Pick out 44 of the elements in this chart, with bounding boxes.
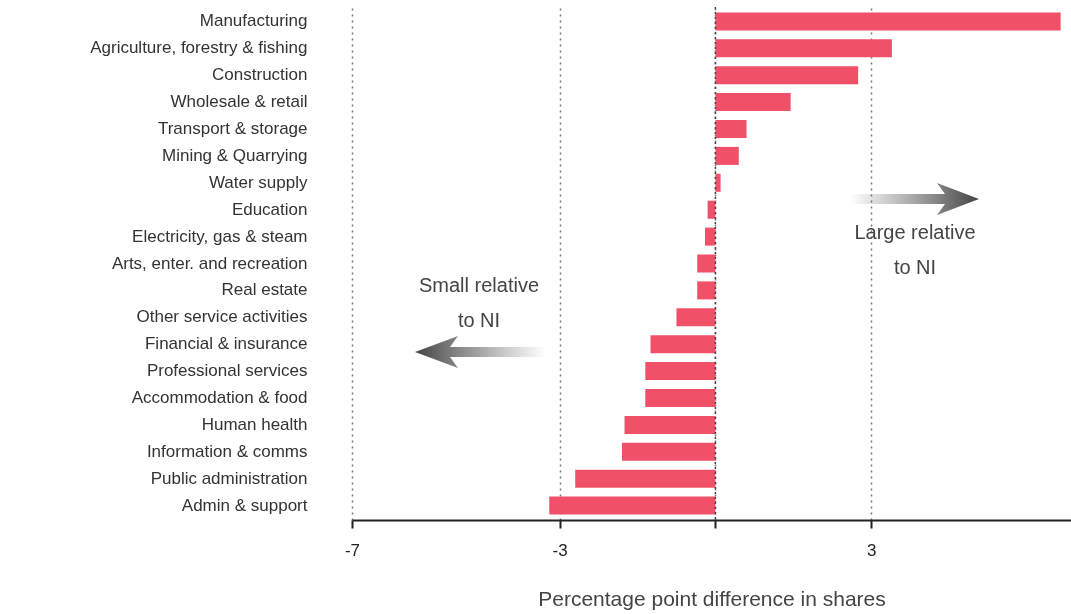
y-tick-label: Agriculture, forestry & fishing [90, 38, 308, 58]
y-tick-label: Accommodation & food [131, 388, 308, 407]
x-axis-title: Percentage point difference in shares [538, 586, 886, 610]
bar [676, 308, 716, 327]
bar [697, 254, 716, 273]
bar [705, 227, 716, 246]
bar [575, 469, 716, 488]
bar [715, 146, 739, 165]
bar [707, 200, 716, 219]
bar [715, 93, 791, 112]
y-tick-label: Transport & storage [157, 119, 308, 138]
annotation: Small relative to NI [418, 274, 540, 331]
y-tick-label: Electricity, gas & steam [132, 226, 308, 246]
y-tick-label: Admin & support [181, 495, 308, 515]
bar [697, 281, 716, 300]
bar [715, 66, 859, 85]
bar [621, 442, 716, 461]
y-tick-label: Wholesale & retail [170, 92, 308, 112]
bar [650, 335, 716, 354]
x-tick-label: -7 [344, 540, 361, 560]
y-tick-label: Information & comms [146, 441, 308, 461]
bar [715, 119, 747, 139]
bar [624, 415, 716, 434]
bar [549, 496, 716, 515]
bar [715, 12, 1061, 31]
y-tick-label: Financial & insurance [144, 334, 308, 354]
x-tick-label: -3 [552, 540, 568, 560]
bar [715, 39, 892, 58]
y-tick-label: Arts, enter. and recreation [111, 253, 308, 273]
bar [715, 173, 721, 192]
y-tick-label: Mining & Quarrying [161, 145, 308, 165]
x-tick-label: 3 [866, 540, 877, 560]
y-tick-label: Real estate [221, 280, 308, 300]
y-tick-label: Other service activities [136, 307, 308, 327]
y-tick-label: Construction [212, 65, 308, 85]
annotation: Large relative to NI [854, 221, 976, 278]
bar [645, 388, 716, 408]
y-tick-label: Education [231, 199, 308, 219]
y-tick-label: Water supply [208, 172, 308, 192]
y-tick-label: Public administration [150, 468, 308, 488]
y-tick-label: Professional services [146, 361, 308, 381]
bar [645, 362, 716, 381]
y-tick-label: Human health [201, 414, 308, 434]
y-tick-label: Manufacturing [199, 11, 308, 31]
